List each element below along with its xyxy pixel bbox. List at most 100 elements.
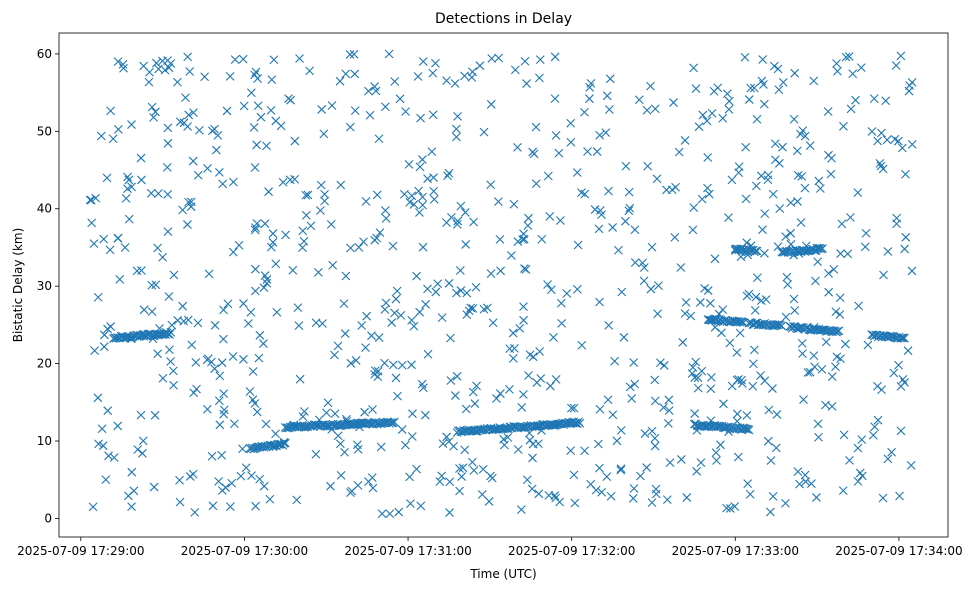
- detection-point: [706, 384, 716, 394]
- detection-point: [551, 130, 561, 140]
- detection-point: [832, 59, 841, 68]
- detection-point: [151, 280, 161, 290]
- detection-point: [320, 189, 329, 199]
- detection-point: [873, 136, 883, 146]
- detection-point: [451, 124, 461, 134]
- detection-point: [316, 206, 325, 215]
- detection-point: [372, 233, 382, 243]
- detection-point: [415, 307, 425, 317]
- detection-point: [452, 219, 462, 229]
- detection-point: [646, 81, 655, 91]
- detection-point: [790, 68, 800, 78]
- detection-point: [829, 264, 839, 274]
- detection-point: [127, 182, 136, 192]
- detection-point: [229, 419, 239, 429]
- detection-point: [570, 498, 580, 508]
- detection-point: [281, 230, 291, 240]
- detection-point: [759, 99, 769, 109]
- detection-point: [760, 209, 770, 219]
- detection-point: [896, 333, 905, 343]
- detection-point: [132, 266, 142, 276]
- detection-point: [824, 287, 834, 297]
- detection-point: [655, 358, 665, 368]
- detection-point: [105, 245, 115, 255]
- detection-point: [906, 460, 916, 470]
- detection-point: [597, 210, 606, 219]
- detection-point: [350, 69, 360, 79]
- detection-point: [889, 368, 899, 378]
- detection-point: [390, 417, 399, 427]
- detection-point: [634, 95, 644, 105]
- detection-point: [108, 134, 118, 144]
- detection-point: [359, 237, 368, 247]
- detection-point: [390, 308, 399, 318]
- detection-point: [727, 175, 737, 185]
- detection-point: [488, 318, 498, 328]
- detection-point: [664, 395, 674, 405]
- detection-point: [217, 450, 227, 460]
- detection-point: [595, 297, 604, 307]
- detection-point: [890, 134, 900, 144]
- detection-point: [416, 501, 426, 511]
- detection-point: [202, 404, 212, 414]
- detection-point: [377, 509, 387, 519]
- detection-point: [364, 86, 373, 96]
- detection-point: [326, 481, 335, 491]
- detection-point: [256, 112, 266, 122]
- detection-point: [471, 282, 481, 292]
- detection-point: [157, 329, 167, 339]
- detection-point: [652, 174, 662, 184]
- detection-point: [572, 284, 582, 294]
- detection-point: [835, 310, 845, 319]
- detection-point: [167, 320, 177, 330]
- detection-point: [901, 232, 911, 242]
- detection-point: [249, 123, 259, 132]
- detection-point: [280, 438, 290, 448]
- detection-point: [697, 194, 707, 204]
- x-axis-label: Time (UTC): [469, 567, 536, 581]
- detection-point: [339, 299, 349, 309]
- y-tick-label: 20: [37, 357, 52, 371]
- detection-point: [255, 474, 265, 484]
- detection-point: [96, 131, 106, 141]
- detection-point: [554, 148, 564, 158]
- detection-point: [801, 477, 811, 486]
- detection-point: [360, 407, 369, 417]
- detection-point: [621, 161, 631, 171]
- detection-point: [207, 357, 216, 367]
- detection-point: [714, 421, 723, 431]
- detection-point: [619, 332, 629, 342]
- detection-point: [90, 346, 99, 356]
- detection-point: [408, 409, 417, 419]
- detection-point: [93, 393, 103, 403]
- detection-point: [793, 170, 803, 180]
- detection-point: [551, 375, 561, 384]
- detection-point: [752, 114, 762, 124]
- detection-point: [219, 409, 229, 419]
- detection-point: [870, 422, 880, 432]
- detection-point: [164, 292, 174, 301]
- detection-point: [534, 489, 544, 499]
- detection-point: [418, 155, 427, 164]
- detection-point: [703, 286, 713, 295]
- detection-point: [98, 441, 108, 451]
- detection-point: [647, 426, 657, 436]
- detection-point: [821, 337, 831, 347]
- detection-point: [882, 135, 892, 145]
- detection-point: [525, 350, 535, 360]
- detection-point: [569, 403, 579, 413]
- detection-point: [709, 86, 719, 96]
- detection-point: [698, 110, 708, 120]
- detection-point: [248, 367, 258, 376]
- detection-point: [651, 484, 661, 494]
- detection-point: [612, 436, 622, 446]
- detection-point: [572, 168, 582, 177]
- detection-point: [846, 213, 855, 222]
- detection-point: [320, 196, 329, 206]
- detection-point: [464, 306, 474, 316]
- detection-point: [680, 309, 690, 318]
- detection-point: [492, 394, 501, 403]
- detection-point: [415, 162, 425, 172]
- detection-point: [106, 322, 116, 331]
- detection-point: [594, 463, 604, 473]
